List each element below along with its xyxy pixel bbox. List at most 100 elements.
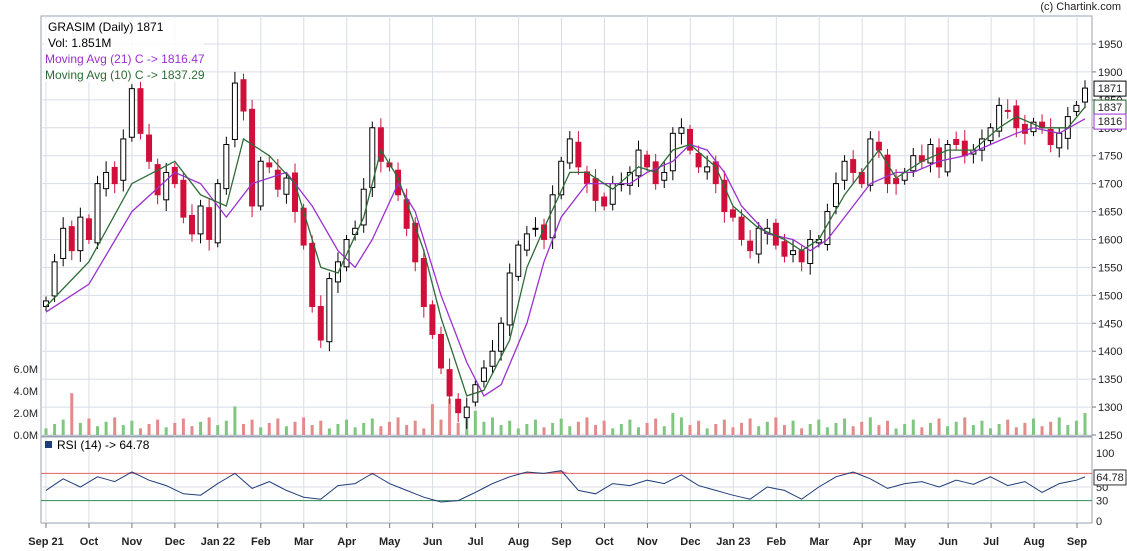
volume-bar	[611, 428, 615, 435]
volume-bar	[259, 427, 263, 435]
candle-body	[498, 322, 505, 352]
volume-bars	[44, 393, 1087, 435]
volume-bar	[345, 419, 349, 435]
rsi-tick-label: 100	[1096, 448, 1114, 460]
rsi-legend: RSI (14) -> 64.78	[45, 438, 150, 452]
volume-bar	[533, 419, 537, 435]
candle-body	[626, 171, 633, 186]
rsi-value-tag: 64.78	[1093, 469, 1127, 486]
volume-bar	[989, 428, 993, 435]
volume-bar	[1031, 418, 1035, 435]
volume-bar	[834, 422, 838, 435]
candle-body	[446, 369, 453, 397]
x-tick-label: Feb	[251, 536, 271, 548]
candle-body	[1004, 109, 1011, 112]
x-tick-label: Apr	[337, 536, 357, 548]
candle-body	[987, 127, 994, 142]
candle-body	[910, 155, 917, 172]
volume-bar	[645, 422, 649, 435]
volume-bar	[954, 421, 958, 435]
candle-body	[309, 242, 316, 308]
price-tick-label: 1450	[1098, 318, 1122, 330]
volume-bar	[113, 417, 117, 435]
volume-bar	[825, 427, 829, 435]
x-tick-label: Jun	[938, 536, 958, 548]
candle-body	[257, 160, 264, 207]
volume-bar	[740, 422, 744, 435]
candle-body	[936, 147, 943, 168]
price-legend: GRASIM (Daily) 1871 Vol: 1.851M Moving A…	[44, 18, 205, 82]
x-tick-label: Jul	[468, 536, 484, 548]
volume-bar	[1040, 426, 1044, 435]
candle-body	[927, 144, 934, 164]
candle-body	[103, 171, 110, 190]
volume-bar	[336, 424, 340, 435]
volume-bar	[628, 419, 632, 435]
candle-body	[609, 183, 616, 205]
candle-body	[704, 166, 711, 173]
volume-bar	[1083, 413, 1087, 435]
volume-bar	[53, 424, 57, 435]
rsi-legend-marker	[45, 441, 52, 448]
candle-body	[60, 227, 67, 259]
volume-bar	[860, 421, 864, 435]
volume-bar	[1057, 417, 1061, 435]
candle-body	[85, 218, 92, 240]
volume-bar	[997, 424, 1001, 435]
volume-bar	[843, 418, 847, 435]
rsi-grid	[41, 437, 1092, 523]
volume-tick-label: 0.0M	[14, 430, 38, 442]
volume-bar	[499, 425, 503, 435]
candle-body	[154, 164, 161, 196]
volume-bar	[362, 422, 366, 435]
candle-body	[558, 160, 565, 196]
volume-bar	[894, 428, 898, 435]
candle-body	[1021, 123, 1028, 134]
volume-bar	[61, 419, 65, 435]
candle-body	[197, 205, 204, 235]
volume-bar	[817, 419, 821, 435]
candle-body	[1056, 132, 1063, 149]
candle-body	[480, 367, 487, 382]
volume-bar	[1049, 421, 1053, 435]
candle-body	[463, 406, 470, 419]
volume-bar	[207, 417, 211, 435]
candle-body	[146, 134, 153, 162]
volume-bar	[877, 425, 881, 435]
candle-body	[1073, 104, 1080, 113]
volume-bar	[319, 420, 323, 435]
x-tick-label: Nov	[637, 536, 659, 548]
candle-body	[893, 178, 900, 185]
candle-body	[832, 183, 839, 208]
volume-bar	[731, 427, 735, 435]
volume-bar	[928, 422, 932, 435]
candle-body	[1082, 87, 1088, 103]
volume-bar	[782, 425, 786, 435]
candle-body	[274, 169, 281, 190]
price-tick-label: 1650	[1098, 207, 1122, 219]
x-tick-label: Jun	[423, 536, 443, 548]
volume-bar	[181, 418, 185, 435]
volume-bar	[241, 424, 245, 435]
volume-bar	[722, 419, 726, 435]
x-tick-label: Feb	[767, 536, 787, 548]
volume-bar	[714, 424, 718, 435]
volume-bar	[525, 424, 529, 435]
candle-body	[566, 138, 573, 164]
volume-bar	[70, 393, 74, 435]
candle-body	[721, 179, 728, 213]
candle-body	[523, 233, 530, 251]
volume-bar	[920, 427, 924, 435]
candle-body	[772, 222, 779, 246]
candle-body	[1030, 121, 1037, 133]
volume-bar	[327, 428, 331, 435]
price-tags: 1871 1837 1816	[1093, 80, 1127, 130]
price-tick-label: 1250	[1098, 430, 1122, 442]
candle-body	[781, 241, 788, 257]
volume-bar	[199, 421, 203, 435]
volume-bar	[44, 428, 48, 435]
price-tick-label: 1700	[1098, 179, 1122, 191]
candle-body	[549, 194, 556, 239]
price-grid	[41, 16, 1092, 436]
